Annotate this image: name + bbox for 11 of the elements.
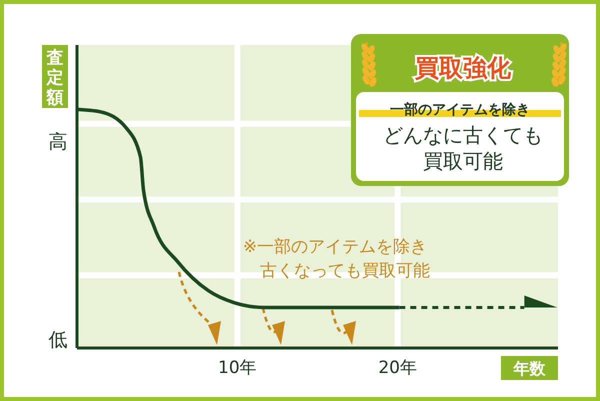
text: 高 (48, 131, 68, 153)
x-axis-title: 年数 (512, 359, 546, 378)
x-tick-label: 20年 (378, 358, 417, 378)
annotation: どんなに古くても (383, 123, 543, 147)
annotation: 古くなっても買取可能 (260, 261, 430, 281)
text: 低 (48, 329, 68, 351)
text: 買取強化 (414, 54, 512, 82)
x-tick-label: 10年 (218, 358, 257, 378)
annotation: ※一部のアイテムを除き (242, 237, 428, 257)
annotation: 買取可能 (423, 149, 503, 173)
y-axis-title: 査定額 (46, 48, 64, 108)
